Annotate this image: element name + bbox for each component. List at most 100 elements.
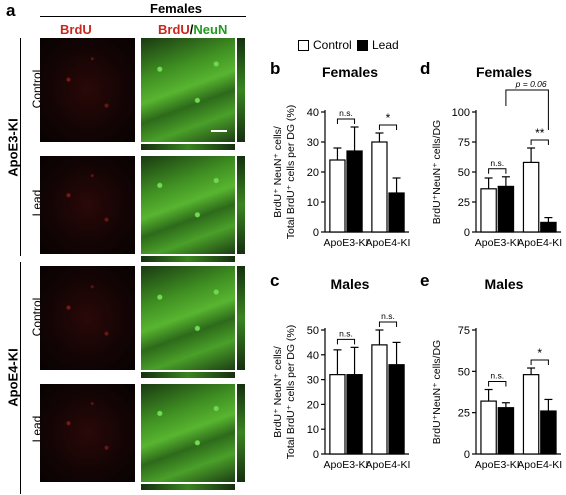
bar-e-control-1 <box>522 374 540 455</box>
y-tick-label-e: 75 <box>458 325 470 337</box>
bar-b-lead-1 <box>388 192 405 233</box>
significance-label-b: * <box>386 111 391 125</box>
panel-label-e: e <box>420 272 429 290</box>
bar-e-control-0 <box>480 400 497 455</box>
legend-swatch-lead <box>357 40 368 51</box>
y-tick-label-d: 25 <box>458 197 470 209</box>
panel-a-header: Females <box>150 1 203 16</box>
chart-title-d: Females <box>476 64 532 80</box>
chart-e: e Males BrdU⁺NeuN⁺ cells/DG 0 25 50 75 ApoE3-KI… <box>420 272 562 471</box>
bar-c-lead-1 <box>388 364 405 455</box>
panel-label-d: d <box>420 60 430 78</box>
group-label-apoe4: ApoE4-KI <box>5 348 21 407</box>
chart-d: d Females BrdU⁺NeuN⁺ cells/DG 0 25 50 75 100 Apo… <box>420 60 562 249</box>
micrograph-e4-lead-brdu <box>40 384 135 482</box>
group-bracket-apoe3 <box>20 38 21 256</box>
bar-d-lead-0 <box>497 185 515 233</box>
bar-c-lead-0 <box>346 374 363 455</box>
significance-bracket-b <box>378 124 398 130</box>
y-tick-label-c: 20 <box>307 399 319 411</box>
micrograph-e3-lead-brdu <box>40 156 135 254</box>
y-tick-label-d: 100 <box>452 107 470 119</box>
panel-label-b: b <box>270 60 280 78</box>
merge-brdu-label: BrdU <box>158 22 190 37</box>
bar-c-control-1 <box>371 344 388 455</box>
significance-bracket-e <box>488 381 507 387</box>
panel-label-c: c <box>270 272 279 290</box>
y-tick-label-b: 40 <box>307 107 319 119</box>
chart-title-c: Males <box>331 276 370 292</box>
bar-c-control-0 <box>329 374 346 455</box>
y-tick-label-d: 50 <box>458 167 470 179</box>
y-tick-label-e: 25 <box>458 408 470 420</box>
x-tick-label-c: ApoE4-KI <box>366 459 411 471</box>
y-tick-label-e: 50 <box>458 366 470 378</box>
significance-label-b: n.s. <box>339 108 353 118</box>
significance-label-c: n.s. <box>381 311 395 321</box>
y-tick-label-b: 0 <box>313 227 319 239</box>
y-axis-label-e: BrdU⁺NeuN⁺ cells/DG <box>431 340 443 444</box>
chart-title-e: Males <box>485 276 524 292</box>
micrograph-e4-control-merge <box>141 266 235 370</box>
y-tick-label-c: 30 <box>307 375 319 387</box>
col-header-brdu: BrdU <box>60 22 92 37</box>
col-header-merge: BrdU/NeuN <box>158 22 227 37</box>
significance-bracket-b <box>336 118 356 124</box>
significance-label-d: ** <box>535 126 545 140</box>
significance-bracket-d <box>488 168 507 174</box>
y-axis-label-line1-c: BrdU⁺ NeuN⁺ cells/ <box>272 346 284 438</box>
x-tick-label-b: ApoE3-KI <box>324 237 369 249</box>
micrograph-e3-control-brdu <box>40 38 135 142</box>
micrograph-e3-lead-merge <box>141 156 235 254</box>
x-tick-label-b: ApoE4-KI <box>366 237 411 249</box>
y-tick-label-d: 0 <box>464 227 470 239</box>
chart-title-b: Females <box>322 64 378 80</box>
x-tick-label-e: ApoE4-KI <box>517 459 562 471</box>
significance-label-c: n.s. <box>339 328 353 338</box>
chart-b: b Females BrdU⁺ NeuN⁺ cells/Total BrdU⁺ ce… <box>270 60 411 249</box>
ortho-bottom-e3-lead <box>141 256 235 262</box>
y-tick-label-b: 20 <box>307 167 319 179</box>
pvalue-label-d: p = 0.06 <box>515 79 547 89</box>
y-tick-label-b: 10 <box>307 197 319 209</box>
micrograph-e4-lead-merge <box>141 384 235 482</box>
ortho-side-e4-control <box>237 266 245 370</box>
significance-bracket-d <box>530 139 549 145</box>
x-tick-label-d: ApoE4-KI <box>517 237 562 249</box>
pvalue-bracket-d <box>505 89 549 130</box>
bar-b-control-1 <box>371 141 388 233</box>
bar-b-lead-0 <box>346 150 363 233</box>
legend-label-lead: Lead <box>372 38 399 52</box>
chart-c: c Males BrdU⁺ NeuN⁺ cells/Total BrdU⁺ cell… <box>270 272 411 471</box>
ortho-side-e3-lead <box>237 156 245 254</box>
y-tick-label-c: 40 <box>307 350 319 362</box>
y-tick-label-e: 0 <box>464 449 470 461</box>
group-bracket-apoe4 <box>20 262 21 494</box>
significance-bracket-c <box>336 338 356 345</box>
ortho-bottom-e4-lead <box>141 484 235 490</box>
x-tick-label-d: ApoE3-KI <box>475 237 520 249</box>
y-tick-label-b: 30 <box>307 137 319 149</box>
ortho-bottom-e3-control <box>141 144 235 150</box>
significance-bracket-e <box>530 359 549 366</box>
ortho-side-e3-control <box>237 38 245 142</box>
y-axis-label-line2-c: Total BrdU⁺ cells per DG (%) <box>285 325 297 460</box>
x-tick-label-c: ApoE3-KI <box>324 459 369 471</box>
y-axis-label-line2-b: Total BrdU⁺ cells per DG (%) <box>285 105 297 240</box>
bar-e-lead-0 <box>497 407 515 455</box>
merge-separator: / <box>189 22 194 37</box>
scale-bar <box>211 130 227 132</box>
merge-neun-label: NeuN <box>193 22 228 37</box>
bar-d-control-0 <box>480 188 497 233</box>
bar-e-lead-1 <box>540 410 557 455</box>
y-tick-label-c: 50 <box>307 325 319 337</box>
bar-b-control-0 <box>329 159 346 233</box>
micrograph-e4-control-brdu <box>40 266 135 370</box>
bar-d-lead-1 <box>540 221 557 233</box>
ortho-bottom-e4-control <box>141 372 235 378</box>
y-tick-label-c: 0 <box>313 449 319 461</box>
header-underline <box>40 16 246 17</box>
group-label-apoe3: ApoE3-KI <box>5 118 21 177</box>
significance-label-d: n.s. <box>490 158 504 168</box>
y-tick-label-d: 75 <box>458 137 470 149</box>
